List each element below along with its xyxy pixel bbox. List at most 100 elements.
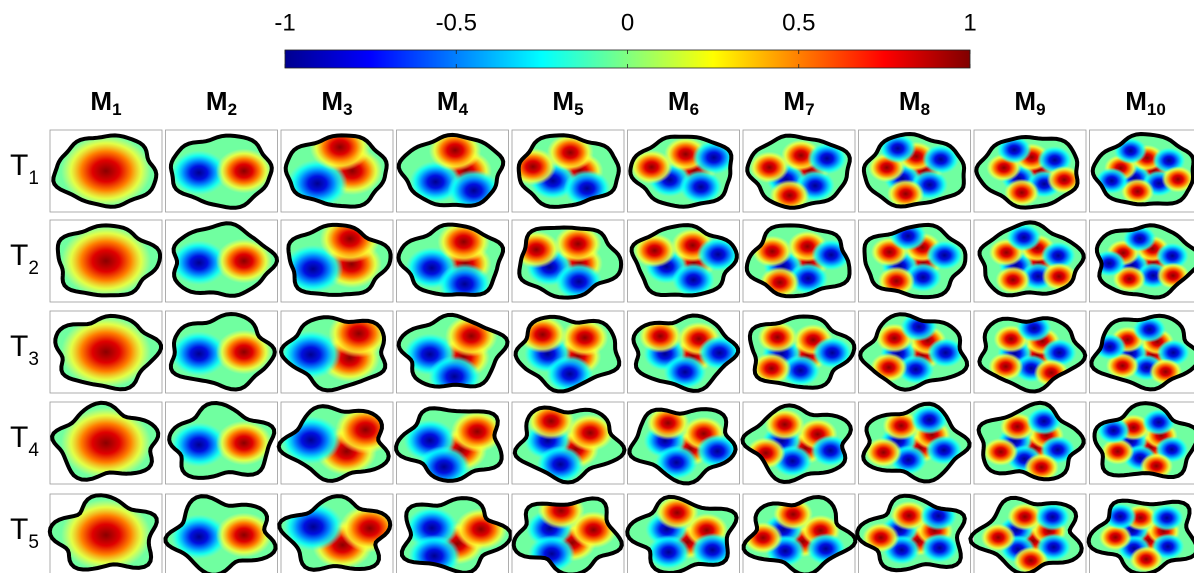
column-label: M9 <box>1014 86 1045 120</box>
mode-outline <box>974 134 1080 210</box>
mode-outline <box>55 223 162 298</box>
mode-lobe <box>1150 504 1184 532</box>
colorbar-tick-label: -1 <box>274 9 295 36</box>
column-label: M8 <box>899 86 930 120</box>
mode-outline <box>163 494 278 573</box>
row-label: T5 <box>10 513 39 553</box>
mode-lobe <box>170 514 228 560</box>
mode-lobe <box>679 169 723 204</box>
mode-cell <box>858 310 971 394</box>
mode-lobe <box>749 151 790 184</box>
mode-lobe <box>671 262 715 296</box>
column-label: M10 <box>1125 86 1166 120</box>
column-label-index: 4 <box>459 100 469 119</box>
mode-outline <box>50 400 161 482</box>
mode-lobe <box>1103 503 1137 530</box>
mode-lobe <box>810 434 851 467</box>
mode-lobe <box>428 355 481 387</box>
mode-lobe <box>925 240 964 270</box>
mode-lobe <box>1101 438 1135 465</box>
mode-lobe <box>927 338 965 368</box>
mode-cell <box>627 310 741 394</box>
mode-outline <box>862 222 968 300</box>
mode-lobe <box>1035 503 1071 531</box>
mode-outline <box>51 133 159 209</box>
mode-outline <box>276 404 391 483</box>
mode-outline <box>745 133 852 210</box>
row-label-name: T <box>10 239 28 272</box>
mode-outline <box>627 407 738 486</box>
column-label: M2 <box>206 86 237 120</box>
column-label: M5 <box>552 86 583 120</box>
mode-cell <box>163 493 278 573</box>
mode-lobe <box>170 331 228 377</box>
mode-lobe <box>1132 316 1167 343</box>
mode-lobe <box>1123 225 1157 252</box>
mode-cell <box>49 310 163 394</box>
column-label-name: M <box>899 86 921 116</box>
mode-lobe <box>288 244 344 293</box>
mode-cell <box>1089 401 1194 485</box>
mode-cell <box>396 310 510 394</box>
mode-outline <box>1090 131 1194 207</box>
mode-cell <box>49 129 163 213</box>
mode-outline <box>858 312 970 392</box>
mode-lobe <box>1040 241 1076 270</box>
column-label-name: M <box>783 86 805 116</box>
row-label-name: T <box>10 421 28 454</box>
mode-lobe <box>638 319 682 354</box>
column-label-name: M <box>321 86 343 116</box>
mode-lobe <box>1161 166 1194 193</box>
mode-lobe <box>61 499 151 570</box>
mode-lobe <box>1046 165 1078 194</box>
row-label: T2 <box>10 239 39 279</box>
mode-shape <box>746 225 850 297</box>
mode-outline <box>861 131 967 209</box>
mode-outline <box>516 133 621 209</box>
mode-cell <box>165 400 278 485</box>
mode-lobe <box>61 316 151 388</box>
mode-cell <box>396 493 514 573</box>
mode-lobe <box>1006 223 1042 252</box>
row-label-index: 5 <box>28 532 39 553</box>
mode-outline <box>513 314 622 394</box>
mode-outline <box>977 316 1088 394</box>
column-label-index: 3 <box>343 100 352 119</box>
mode-outline <box>1089 313 1194 392</box>
mode-outline <box>741 494 858 573</box>
mode-cell <box>165 219 280 303</box>
mode-cell <box>511 310 625 394</box>
mode-lobe <box>864 437 903 468</box>
mode-outline <box>976 400 1086 482</box>
mode-outline <box>168 133 274 210</box>
mode-outline <box>631 313 741 393</box>
mode-shape <box>514 407 624 483</box>
row-label: T4 <box>10 421 39 461</box>
mode-cell <box>394 401 509 485</box>
mode-cell <box>973 310 1088 394</box>
column-label: M3 <box>321 86 352 120</box>
mode-lobe <box>1007 502 1043 531</box>
mode-lobe <box>890 500 928 531</box>
mode-lobe <box>215 238 273 284</box>
mode-cell <box>742 129 856 213</box>
mode-outline <box>968 495 1084 573</box>
mode-lobe <box>170 422 228 468</box>
mode-lobe <box>633 233 677 268</box>
mode-lobe <box>170 150 228 196</box>
mode-lobe <box>812 337 853 369</box>
row-label: T3 <box>10 330 39 370</box>
mode-lobe <box>561 319 609 357</box>
mode-outline <box>396 132 506 208</box>
mode-lobe <box>751 352 792 385</box>
mode-lobe <box>988 352 1024 381</box>
mode-cell <box>742 310 857 394</box>
mode-lobe <box>773 498 813 531</box>
colorbar-tick-label: -0.5 <box>436 9 477 36</box>
mode-cell <box>858 219 971 303</box>
mode-cell <box>511 401 627 485</box>
mode-lobe <box>1155 242 1189 270</box>
column-label-name: M <box>1014 86 1036 116</box>
column-label-index: 9 <box>1036 100 1045 119</box>
mode-cell <box>165 129 278 213</box>
